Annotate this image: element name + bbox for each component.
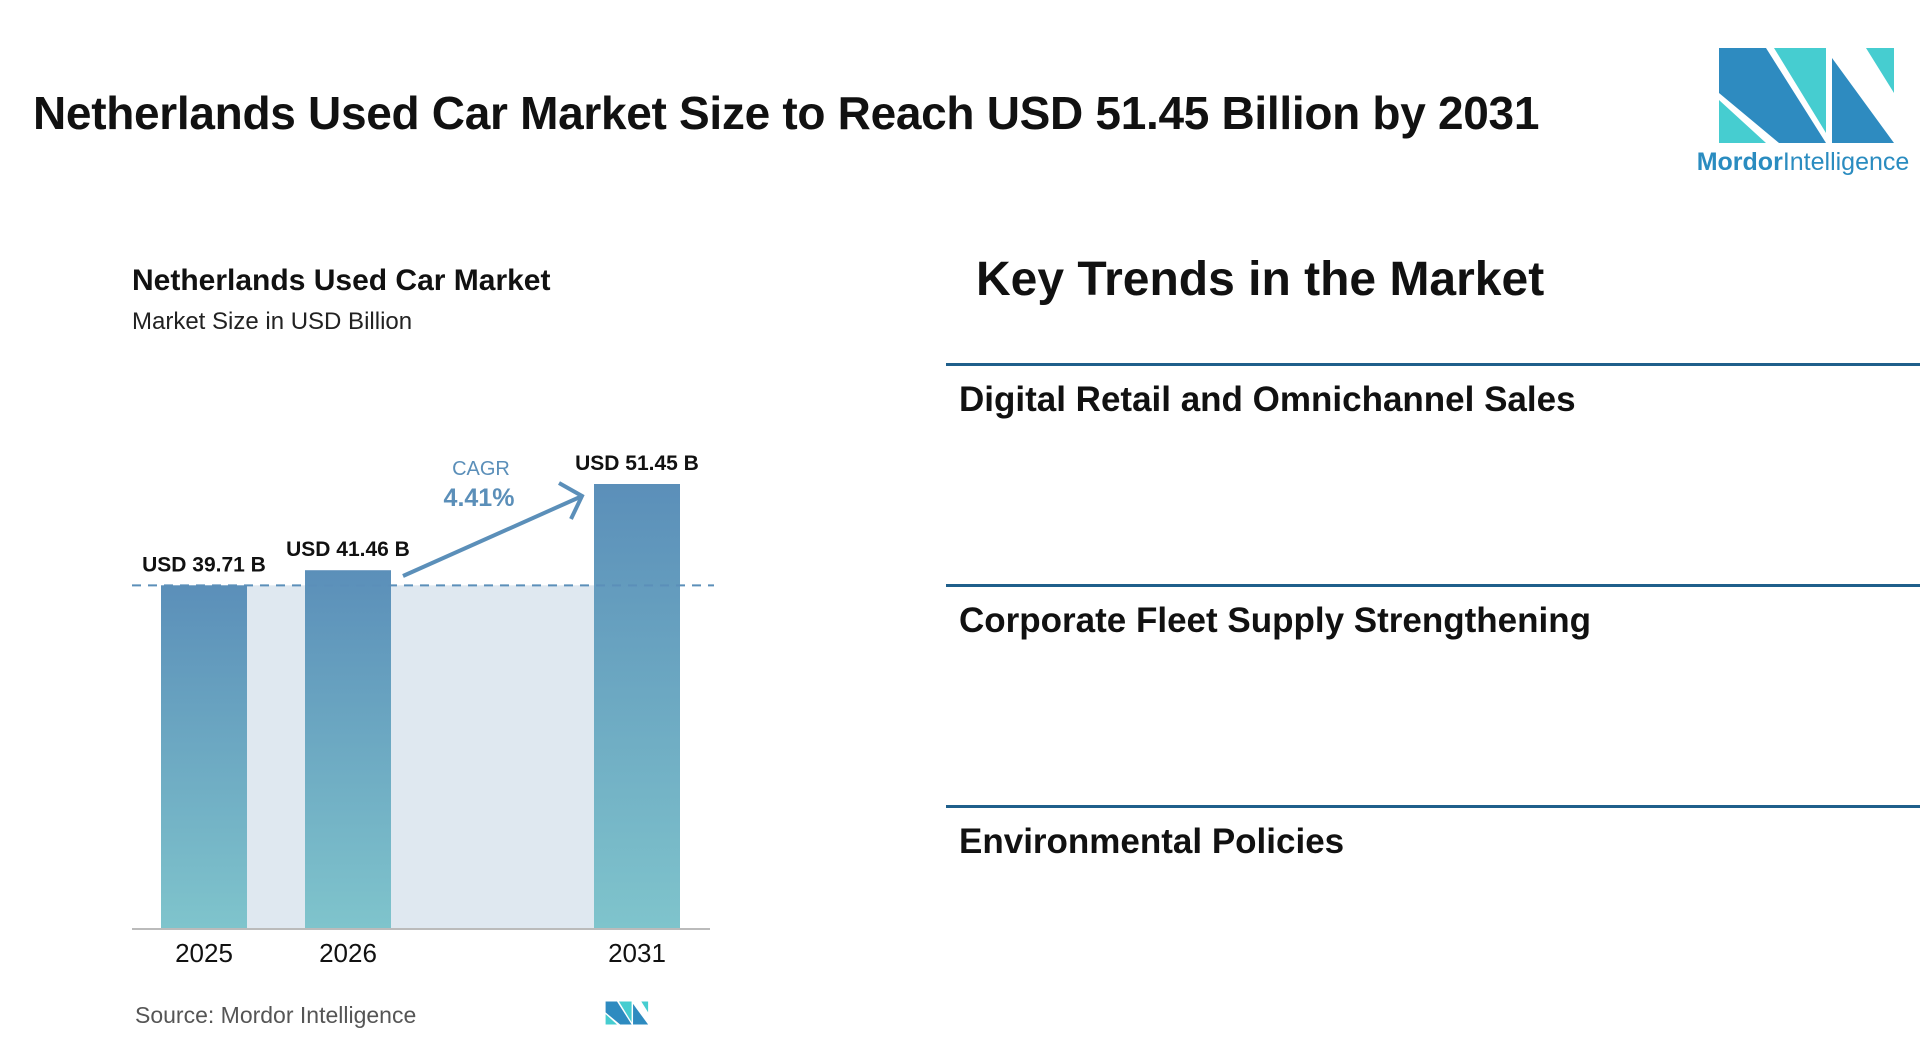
logo-text-light: Intelligence (1782, 148, 1910, 176)
cagr-arrow-head (558, 481, 585, 520)
bar-2026 (305, 570, 391, 928)
chart-title: Netherlands Used Car Market (132, 264, 551, 297)
x-tick-label: 2026 (319, 938, 377, 968)
mordor-intelligence-logo: MordorIntelligence (1696, 48, 1910, 176)
logo-text-bold: Mordor (1696, 148, 1783, 176)
bar-2025 (161, 585, 247, 928)
data-label: USD 39.71 B (142, 553, 266, 576)
trend-divider (946, 363, 1920, 366)
key-trends-title: Key Trends in the Market (976, 253, 1545, 306)
data-label: USD 51.45 B (575, 452, 699, 475)
chart-source: Source: Mordor Intelligence (135, 1002, 417, 1028)
bar-2031 (594, 484, 680, 928)
trend-item: Environmental Policies (959, 822, 1345, 861)
cagr-value: 4.41% (444, 484, 515, 512)
small-logo-icon (605, 1001, 649, 1025)
page-title: Netherlands Used Car Market Size to Reac… (33, 87, 1540, 139)
x-tick-label: 2031 (608, 938, 666, 968)
logo-mark-icon (1719, 48, 1894, 143)
x-tick-label: 2025 (175, 938, 233, 968)
bar-chart: USD 39.71 B 2025 USD 41.46 B 2026 USD 51.45 … (132, 452, 714, 968)
data-label: USD 41.46 B (286, 538, 410, 561)
cagr-arrow (402, 495, 581, 578)
trend-divider (946, 584, 1920, 587)
trend-divider (946, 805, 1920, 808)
baseline-shade (161, 585, 680, 928)
trend-item: Corporate Fleet Supply Strengthening (959, 601, 1591, 640)
cagr-label: CAGR (452, 458, 510, 480)
trend-item: Digital Retail and Omnichannel Sales (959, 380, 1576, 419)
chart-subtitle: Market Size in USD Billion (132, 308, 413, 335)
